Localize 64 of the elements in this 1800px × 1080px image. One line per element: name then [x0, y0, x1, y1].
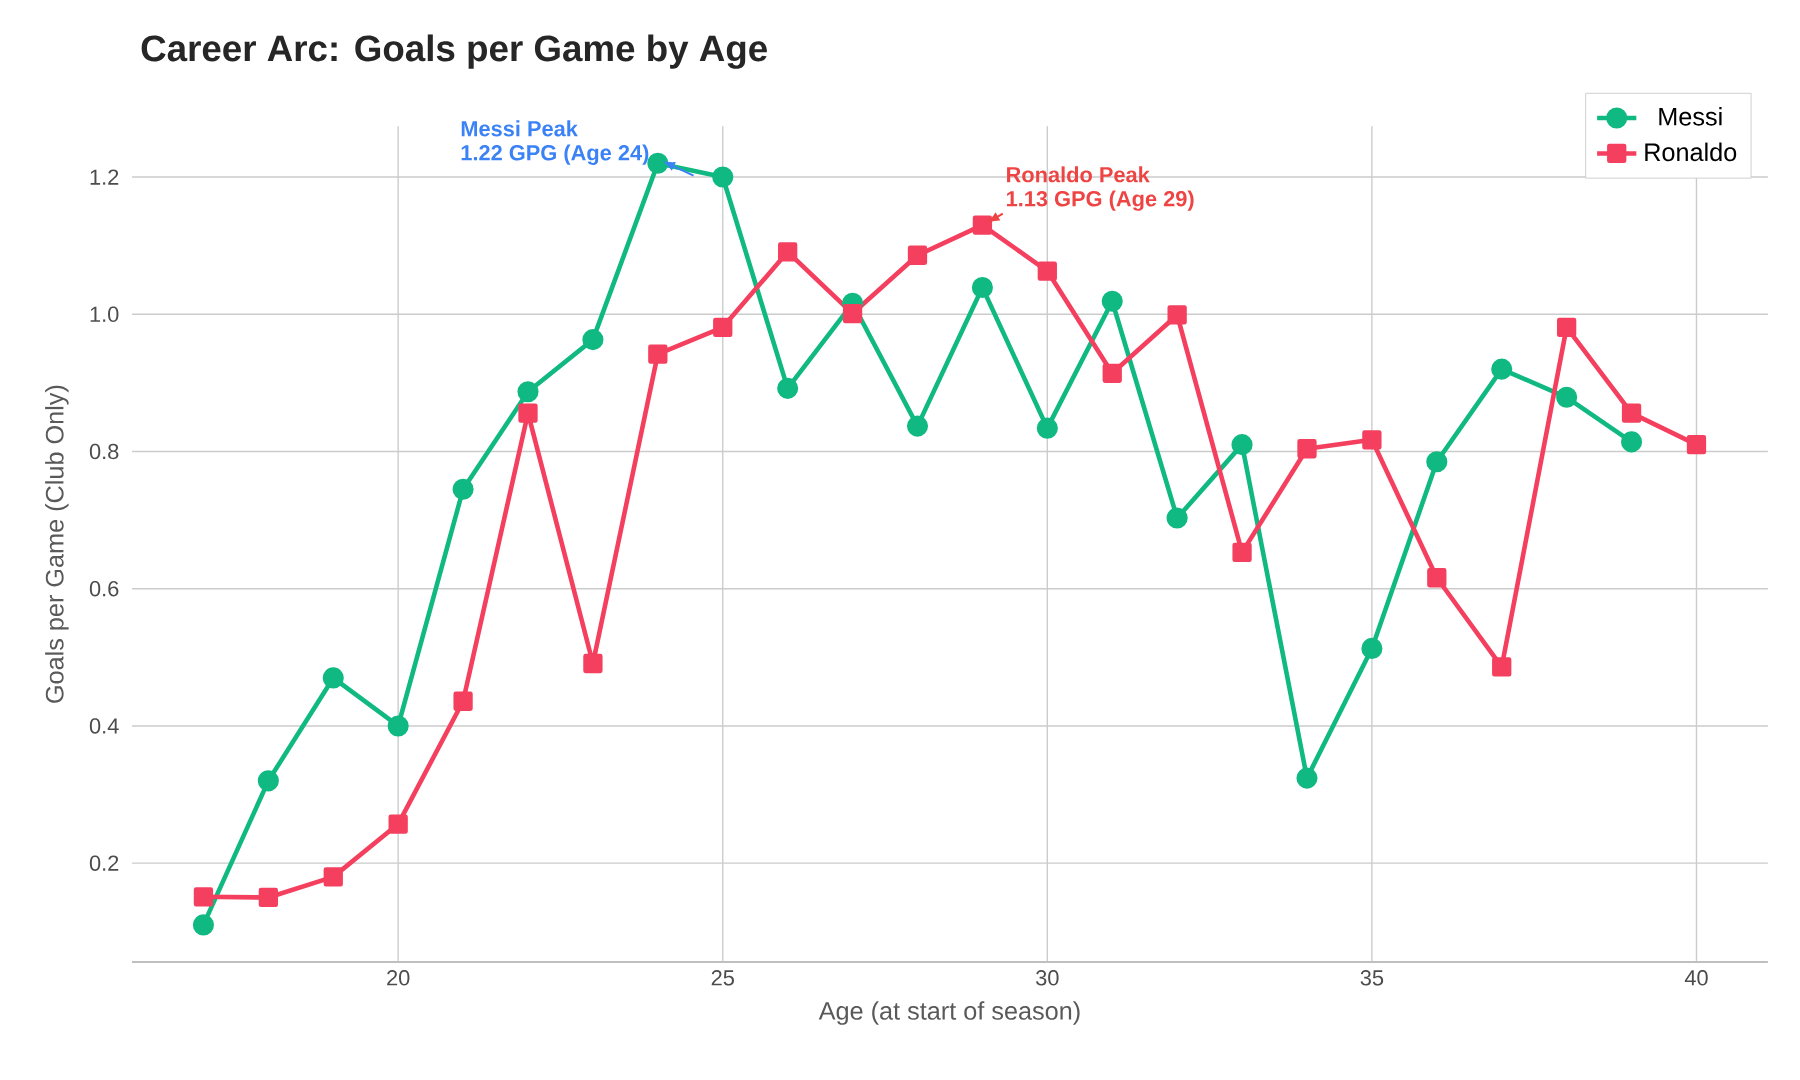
point [1492, 657, 1512, 677]
point [1101, 290, 1123, 312]
point [648, 344, 668, 364]
y-axis-title: Goals per Game (Club Only) [45, 385, 69, 703]
point [713, 317, 733, 337]
point [518, 403, 538, 423]
point [1167, 305, 1187, 325]
point [1296, 767, 1318, 789]
point [972, 215, 993, 235]
point [777, 377, 799, 399]
point [192, 914, 214, 936]
point [583, 653, 603, 674]
point [971, 276, 993, 298]
point [1102, 363, 1122, 383]
point [323, 867, 343, 887]
y-tick-label: 1.2 [90, 169, 119, 185]
point [907, 245, 928, 265]
y-tick-label: 0.6 [89, 580, 119, 597]
point [452, 478, 474, 500]
point [257, 770, 279, 792]
point [647, 152, 669, 174]
point [712, 166, 734, 188]
chart-title: Career Arc: Goals per Game by Age [141, 34, 767, 69]
point [1427, 567, 1447, 588]
y-tick-label: 1.0 [90, 306, 119, 322]
point [1297, 439, 1317, 459]
x-tick-label: 20 [387, 969, 410, 986]
point [1621, 403, 1642, 423]
x-tick-label: 40 [1684, 969, 1708, 986]
y-tick-label: 0.4 [89, 718, 119, 734]
x-axis-title: Age (at start of season) [818, 1001, 1080, 1025]
point [1361, 637, 1383, 659]
point [1686, 434, 1707, 455]
point [1036, 417, 1058, 439]
point [1426, 451, 1448, 473]
annotation: Messi Peak 1.22 GPG (Age 24) [461, 120, 649, 165]
point [258, 887, 278, 908]
point [1362, 430, 1382, 450]
point [1620, 431, 1643, 453]
point [1231, 433, 1253, 456]
point [322, 667, 344, 689]
point [1037, 261, 1057, 281]
point [387, 715, 409, 737]
point [1556, 386, 1578, 408]
point [517, 381, 539, 403]
point [193, 887, 214, 907]
point [1491, 358, 1513, 380]
legend-label: Ronaldo [1645, 142, 1737, 162]
point [842, 303, 863, 324]
point [388, 814, 408, 834]
annotation: Ronaldo Peak 1.13 GPG (Age 29) [1006, 166, 1194, 211]
point [1556, 317, 1577, 337]
y-tick-label: 0.8 [89, 443, 119, 460]
point [1232, 542, 1252, 562]
point [906, 415, 929, 437]
y-tick-label: 0.2 [89, 855, 119, 871]
legend-label: Messi [1659, 106, 1722, 126]
point [778, 242, 798, 262]
point [1166, 507, 1188, 529]
point [582, 328, 604, 351]
x-tick-label: 35 [1360, 969, 1384, 986]
x-tick-label: 25 [711, 969, 734, 986]
point [453, 691, 473, 711]
x-tick-label: 30 [1036, 969, 1059, 986]
